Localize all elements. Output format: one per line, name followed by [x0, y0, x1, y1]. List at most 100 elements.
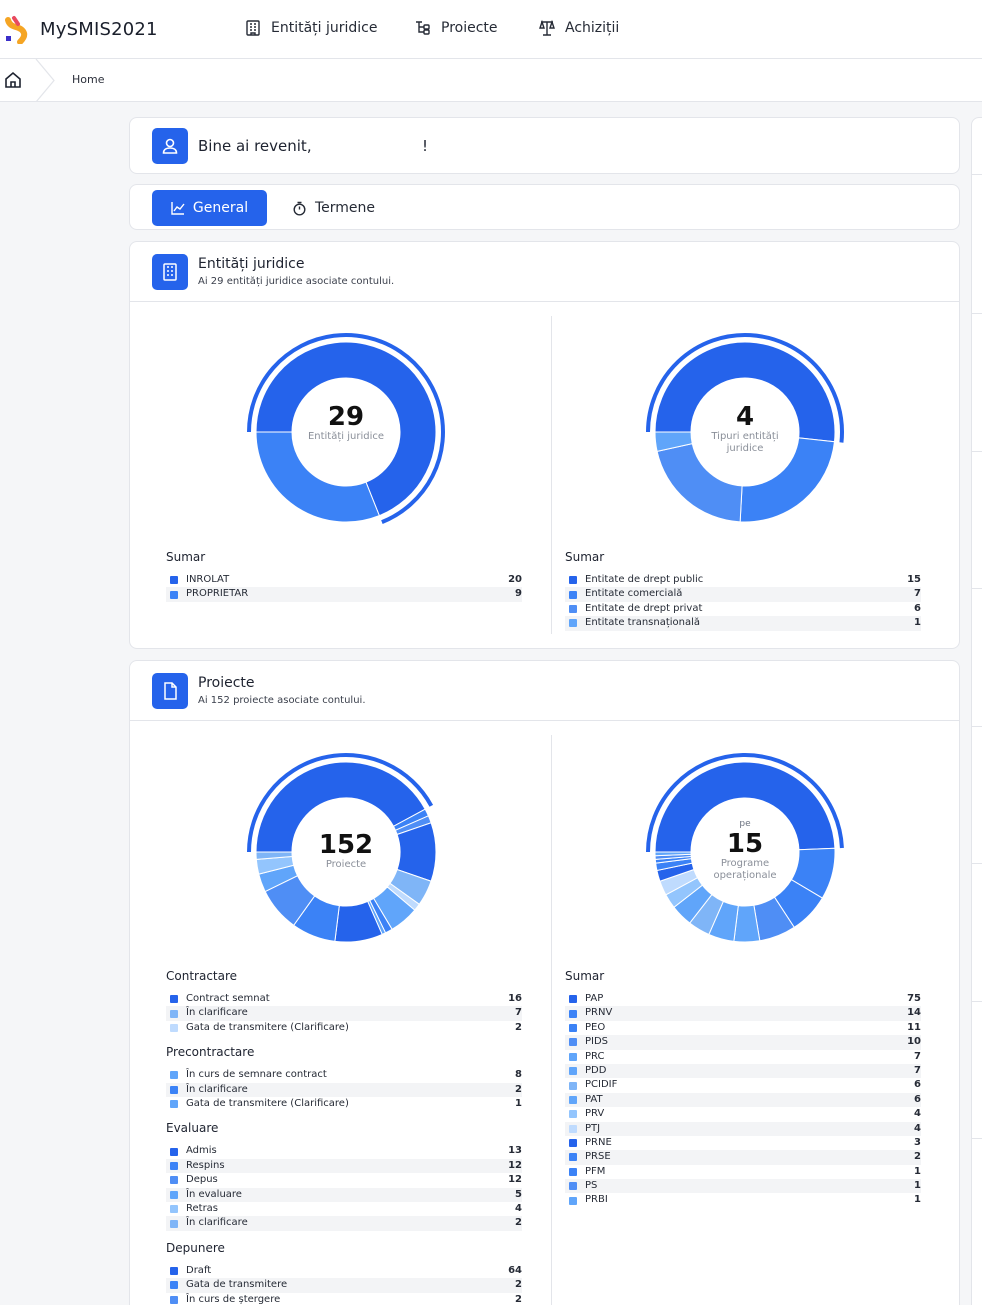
center-number: 29 [327, 402, 365, 432]
programs-donut[interactable] [640, 747, 850, 957]
legend-label: Respins [186, 1159, 225, 1171]
tree-icon [416, 21, 430, 35]
entities-types-donut[interactable] [640, 327, 850, 537]
legend-value: 11 [907, 1021, 921, 1033]
legend-value: 7 [515, 1007, 522, 1019]
document-icon [164, 682, 177, 700]
legend-swatch [569, 576, 577, 585]
legend-value: 2 [515, 1293, 522, 1305]
legend-row: Gata de transmitere (Clarificare) 2 [166, 1021, 522, 1035]
legend-row: În clarificare 7 [166, 1006, 522, 1021]
logo-icon[interactable] [4, 14, 34, 44]
legend-row: Gata de transmitere (Clarificare) 1 [166, 1097, 522, 1111]
donut-slice[interactable] [255, 851, 293, 860]
donut-slice[interactable] [656, 443, 743, 523]
legend-row: PAT 6 [565, 1092, 921, 1108]
legend-swatch [569, 1196, 577, 1205]
legend-value: 12 [508, 1159, 522, 1171]
legend-value: 4 [914, 1122, 921, 1134]
donut-slice[interactable] [255, 761, 426, 853]
legend-label: Draft [186, 1264, 212, 1276]
legend-swatch [569, 1110, 577, 1119]
tabs-panel: General Termene [129, 184, 960, 230]
legend-label: PROPRIETAR [186, 588, 249, 600]
legend-row: Entitate transnațională 1 [565, 616, 921, 631]
entities-panel: Entități juridice Ai 29 entități juridic… [129, 241, 960, 649]
entities-status-donut[interactable] [241, 327, 451, 537]
summary-group-title: Evaluare [166, 1121, 219, 1136]
scale-icon [539, 19, 555, 36]
donut-slice[interactable] [255, 431, 380, 523]
user-icon [162, 138, 178, 154]
legend-row: PDD 7 [565, 1063, 921, 1079]
summary-group-title: Precontractare [166, 1045, 255, 1060]
tab-general[interactable]: General [152, 190, 267, 226]
donut-highlight-arc [247, 753, 434, 853]
legend-label: Entitate transnațională [585, 617, 701, 629]
legend-value: 1 [914, 1165, 921, 1177]
legend-swatch [569, 1009, 577, 1018]
entities-header: Entități juridice Ai 29 entități juridic… [130, 242, 959, 302]
legend-row: PIDS 10 [565, 1035, 921, 1050]
divider [551, 735, 552, 1305]
legend-value: 2 [515, 1217, 522, 1229]
center-label: Tipuri entități juridice [711, 431, 779, 454]
legend-value: 7 [914, 1050, 921, 1062]
legend-label: PRNV [585, 1007, 613, 1019]
donut-slice[interactable] [654, 341, 836, 443]
center-label: Programe operaționale [713, 858, 777, 881]
legend-row: PAP 75 [565, 992, 921, 1006]
legend-value: 6 [914, 602, 921, 614]
app-title[interactable]: MySMIS2021 [40, 19, 158, 40]
legend-label: PRBI [585, 1194, 608, 1206]
legend-label: Contract semnat [186, 993, 270, 1004]
donut-slice[interactable] [255, 341, 437, 517]
legend-label: Entitate de drept privat [585, 602, 703, 614]
legend-swatch [170, 1161, 178, 1170]
nav-entitati-juridice[interactable]: Entități juridice [244, 19, 378, 37]
center-number: 152 [318, 830, 374, 860]
donut-slice[interactable] [654, 851, 692, 857]
legend-swatch [569, 1139, 577, 1148]
entity-types-legend: Entitate de drept public 15 Entitate comer… [565, 573, 921, 631]
entities-title: Entități juridice [198, 256, 305, 272]
welcome-panel: Bine ai revenit, ! [129, 117, 960, 174]
home-icon[interactable] [3, 70, 23, 90]
legend-value: 7 [914, 1064, 921, 1076]
tab-termene[interactable]: Termene [292, 190, 375, 226]
legend-swatch [170, 1205, 178, 1214]
projects-panel: Proiecte Ai 152 proiecte asociate contul… [129, 660, 960, 1305]
legend-label: Gata de transmitere (Clarificare) [186, 1097, 349, 1109]
legend-row: Retras 4 [166, 1202, 522, 1216]
breadcrumb-home[interactable]: Home [72, 73, 105, 86]
legend-label: Entitate comercială [585, 588, 683, 600]
legend-swatch [170, 1219, 178, 1228]
nav-achizitii[interactable]: Achiziții [538, 19, 619, 37]
donut-slice[interactable] [654, 761, 836, 853]
legend-label: Admis [186, 1145, 217, 1157]
donut-highlight-arc [247, 333, 445, 524]
nav-proiecte[interactable]: Proiecte [414, 19, 498, 37]
divider [551, 316, 552, 634]
legend-label: PIDS [585, 1036, 609, 1048]
legend-label: PRSE [585, 1151, 611, 1163]
legend-swatch [569, 1095, 577, 1104]
tab-label: General [192, 200, 249, 216]
legend-swatch [170, 576, 178, 585]
legend-value: 2 [914, 1151, 921, 1163]
projects-status-donut[interactable] [241, 747, 451, 957]
legend-row: PRV 4 [565, 1107, 921, 1121]
legend-value: 8 [515, 1069, 522, 1081]
timer-icon [293, 201, 306, 216]
legend-swatch [170, 1023, 178, 1032]
summary-group-legend: Draft 64 Gata de transmitere 2 În curs de șt… [166, 1264, 522, 1305]
legend-row: În curs de ștergere 2 [166, 1293, 522, 1305]
donut-slice[interactable] [654, 431, 693, 452]
legend-swatch [170, 1100, 178, 1109]
summary-title: Sumar [565, 550, 605, 564]
breadcrumb: Home [0, 59, 982, 102]
projects-header: Proiecte Ai 152 proiecte asociate contul… [130, 661, 959, 721]
legend-swatch [170, 1176, 178, 1185]
nav-label: Entități juridice [271, 20, 378, 36]
projects-icon-box [152, 673, 188, 709]
